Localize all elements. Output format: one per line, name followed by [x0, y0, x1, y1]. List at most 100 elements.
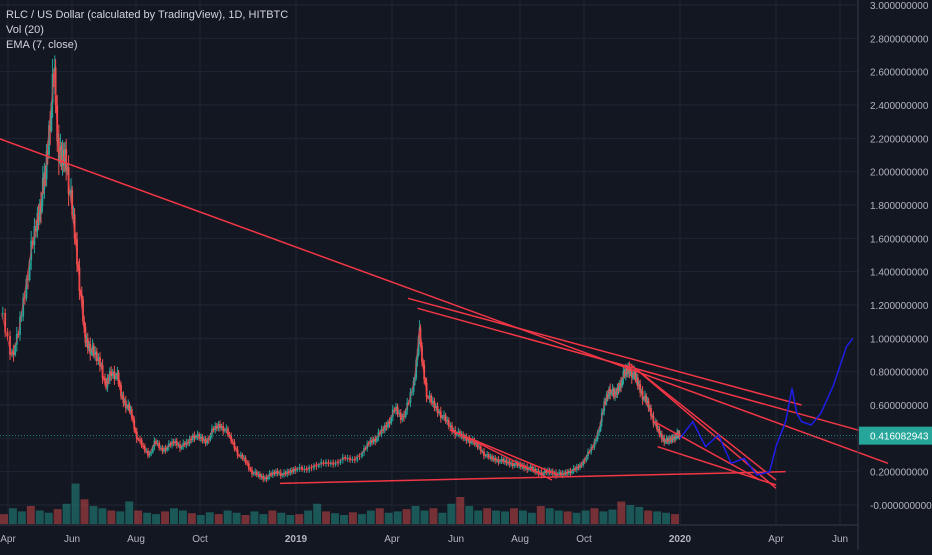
y-tick-label: 0.600000000 [870, 401, 929, 412]
candle-body [267, 476, 269, 480]
candle-body [127, 404, 130, 407]
candle-body [605, 394, 608, 403]
candle-body [25, 278, 28, 298]
candle-body [566, 471, 569, 474]
candle-body [199, 436, 202, 439]
volume-bar [8, 508, 17, 524]
candle-body [135, 431, 138, 440]
candle-body [193, 435, 196, 439]
trendline [628, 362, 777, 481]
candle-body [616, 387, 619, 395]
y-tick-label: -0.000000000 [870, 501, 932, 512]
volume-bar [250, 511, 259, 524]
volume-bar [286, 515, 295, 524]
last-price-badge [859, 426, 932, 445]
candle-body [70, 189, 72, 192]
candle-body [416, 355, 419, 360]
x-tick-label: Apr [0, 534, 16, 545]
volume-bar [599, 511, 608, 524]
candle-body [618, 382, 621, 391]
volume-bar [44, 512, 53, 524]
volume-bar [161, 511, 169, 524]
candle-body [569, 470, 572, 474]
candle-body [23, 297, 26, 299]
candle-body [257, 473, 260, 476]
volume-bar [152, 514, 161, 524]
candle-body [182, 443, 185, 447]
candle-body [94, 351, 97, 356]
candle-body [49, 125, 52, 131]
ema-indicator-label[interactable]: EMA (7, close) [6, 39, 78, 51]
candle-body [40, 203, 42, 212]
x-tick-label: Jun [64, 534, 80, 545]
candle-body [529, 466, 532, 469]
x-tick-label: Oct [576, 534, 592, 545]
candle-body [543, 470, 546, 474]
candle-body [72, 214, 75, 216]
candle-body [246, 462, 249, 464]
volume-bar [53, 509, 62, 524]
candle-body [571, 470, 573, 474]
candle-body [120, 385, 122, 397]
candle-body [4, 312, 7, 333]
symbol-title: RLC / US Dollar (calculated by TradingVi… [6, 9, 289, 21]
candle-body [254, 471, 257, 473]
candle-body [403, 415, 405, 417]
volume-bar [492, 510, 501, 524]
candle-body [444, 415, 447, 422]
candle-body [113, 371, 116, 379]
candle-body [489, 456, 492, 458]
candle-body [503, 460, 506, 462]
trendline [654, 421, 761, 481]
candle-body [666, 438, 669, 442]
candle-body [140, 439, 143, 446]
x-tick-label: Oct [192, 534, 208, 545]
candle-body [516, 462, 519, 466]
volume-bar [196, 515, 205, 524]
volume-indicator-label[interactable]: Vol (20) [6, 24, 44, 36]
candle-body [59, 146, 62, 154]
candle-body [371, 439, 373, 443]
volume-bar [563, 511, 572, 524]
y-tick-label: 3.000000000 [870, 1, 929, 12]
candle-body [447, 420, 450, 427]
candle-body [111, 371, 114, 377]
volume-bar [331, 513, 339, 524]
chart-legend: RLC / US Dollar (calculated by TradingVi… [6, 8, 288, 53]
candle-body [142, 445, 145, 447]
ema-line [1, 71, 681, 479]
candle-body [604, 401, 607, 403]
candle-body [415, 359, 418, 378]
candle-body [398, 412, 401, 414]
candle-body [491, 456, 493, 460]
volume-bar [438, 512, 447, 524]
y-tick-label: 1.800000000 [870, 201, 929, 212]
candle-body [645, 395, 648, 403]
volume-bar [626, 505, 635, 524]
volume-bar [80, 499, 89, 524]
candle-body [180, 446, 183, 449]
candle-body [71, 189, 74, 216]
candle-body [133, 419, 136, 430]
candle-body [121, 395, 124, 397]
candle-body [317, 464, 320, 467]
volume-bar [304, 510, 313, 524]
volume-bar [268, 510, 277, 524]
candle-body [411, 391, 413, 393]
candle-body [207, 439, 210, 441]
volume-bar [98, 508, 107, 524]
volume-bar [17, 511, 26, 524]
candle-body [396, 406, 399, 414]
candle-body [346, 457, 349, 460]
candle-body [486, 454, 489, 456]
candle-body [534, 468, 537, 473]
candle-body [433, 400, 436, 409]
candle-body [532, 468, 535, 471]
candle-body [455, 433, 458, 435]
x-tick-label: Apr [384, 534, 400, 545]
candle-body [241, 454, 244, 459]
candle-body [518, 464, 521, 466]
candle-body [60, 146, 63, 166]
